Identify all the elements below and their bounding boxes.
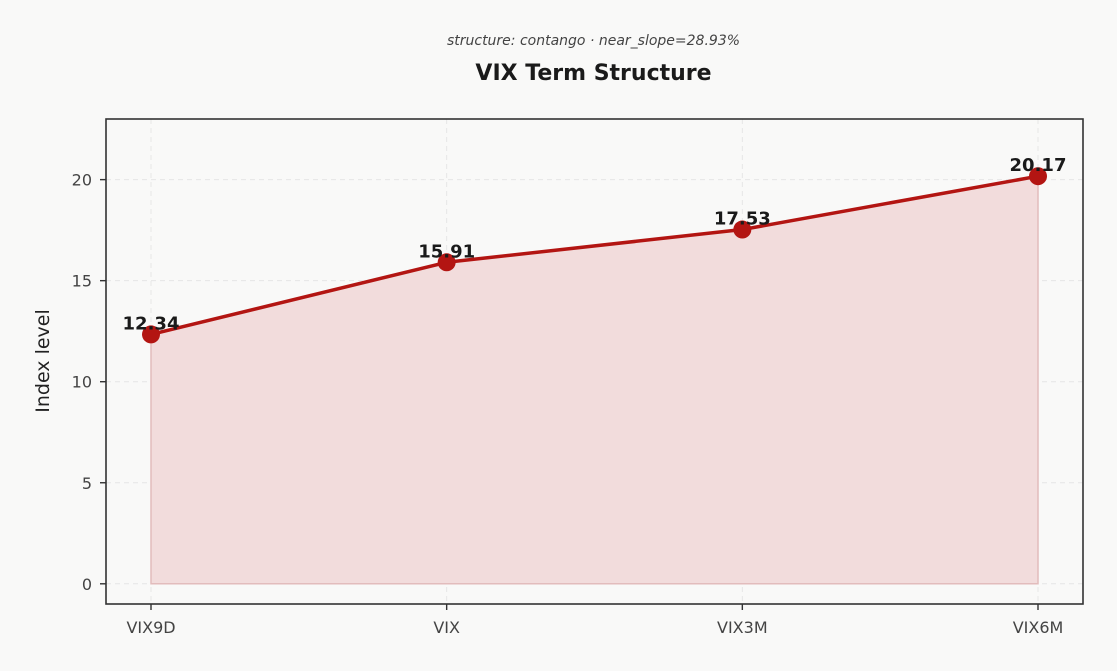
y-tick-label: 20 [72,171,92,190]
series-area-fill [150,175,1039,585]
axes-layer: 0 5 10 15 20 VIX9D VIX VIX3M VIX6M [72,118,1084,637]
y-tick-label: 10 [72,373,92,392]
y-tick-label: 0 [82,575,92,594]
x-tick-label: VIX3M [717,618,768,637]
data-points-layer [142,167,1047,344]
data-label: 17.53 [714,209,771,230]
data-label: 15.91 [418,241,475,262]
x-tick-label: VIX6M [1013,618,1064,637]
y-axis-label: Index level [32,309,54,413]
data-point [437,253,456,272]
data-point [1029,167,1047,186]
chart-subtitle: structure: contango · near_slope=28.93% [446,33,741,49]
data-labels-layer: 12.34 15.91 17.53 20.17 [123,155,1067,334]
data-point [733,220,752,239]
series-line-layer [150,174,1039,337]
data-label: 20.17 [1010,155,1067,176]
area-fill-layer [150,175,1039,585]
data-label: 12.34 [123,313,180,334]
chart-title: VIX Term Structure [475,61,712,86]
x-tick-label: VIX [433,618,460,637]
x-tick-label: VIX9D [126,618,175,637]
y-tick-label: 5 [82,474,92,493]
plot-frame [105,118,1084,605]
data-point [142,325,160,344]
series-line [150,174,1039,337]
y-tick-label: 15 [72,272,92,291]
